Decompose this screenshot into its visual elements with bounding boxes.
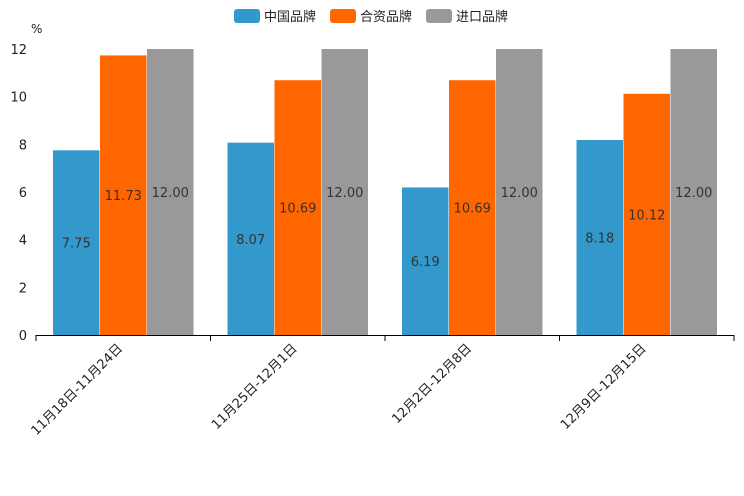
bar <box>623 93 670 335</box>
bar-value-label: 6.19 <box>411 255 440 270</box>
bar <box>227 142 274 335</box>
bar-value-label: 12.00 <box>675 186 712 201</box>
y-tick-label: 12 <box>10 43 27 58</box>
bar-value-label: 12.00 <box>501 186 538 201</box>
y-tick-label: 8 <box>19 138 27 153</box>
bar-value-label: 11.73 <box>105 189 142 204</box>
bar-value-label: 8.07 <box>236 233 265 248</box>
bar-value-label: 12.00 <box>152 186 189 201</box>
bar-value-label: 10.69 <box>454 202 491 217</box>
y-tick-label: 6 <box>19 186 27 201</box>
x-tick-label: 12月2日-12月8日 <box>389 341 475 427</box>
legend-item-label[interactable]: 合资品牌 <box>360 9 412 25</box>
y-tick-label: 4 <box>19 234 27 249</box>
y-tick-label: 0 <box>19 329 27 344</box>
bar <box>147 49 194 335</box>
bars: 7.75 11.73 12.00 8.07 10.69 12.00 6.19 10.69 12.… <box>53 49 717 336</box>
x-tick-label: 11月18日-11月24日 <box>29 341 126 438</box>
bar-value-label: 10.69 <box>279 202 316 217</box>
legend-swatch <box>330 9 356 23</box>
y-tick-label: 10 <box>10 91 27 106</box>
bar-value-label: 12.00 <box>326 186 363 201</box>
bar <box>449 80 496 335</box>
bar-value-label: 8.18 <box>585 232 614 247</box>
bar-value-label: 10.12 <box>628 208 665 223</box>
bar <box>53 150 100 335</box>
x-tick-label: 11月25日-12月1日 <box>209 341 301 433</box>
legend-swatch <box>234 9 260 23</box>
bar <box>100 55 147 336</box>
y-axis-unit-label: % <box>31 22 42 36</box>
legend-swatch <box>426 9 452 23</box>
bar <box>496 49 543 335</box>
bar <box>576 140 623 335</box>
legend-item-label[interactable]: 中国品牌 <box>264 9 316 25</box>
legend: 中国品牌 合资品牌 进口品牌 <box>234 9 508 25</box>
y-tick-label: 2 <box>19 281 27 296</box>
y-axis: 0 2 4 6 8 10 12 <box>10 43 27 344</box>
x-axis: 11月18日-11月24日 11月25日-12月1日 12月2日-12月8日 12月9… <box>29 335 735 439</box>
bar <box>321 49 368 335</box>
legend-item-label[interactable]: 进口品牌 <box>456 9 508 25</box>
bar-value-label: 7.75 <box>62 237 91 252</box>
x-tick-label: 12月9日-12月15日 <box>558 341 650 433</box>
bar <box>402 187 449 335</box>
bar <box>274 80 321 335</box>
bar <box>670 49 717 335</box>
